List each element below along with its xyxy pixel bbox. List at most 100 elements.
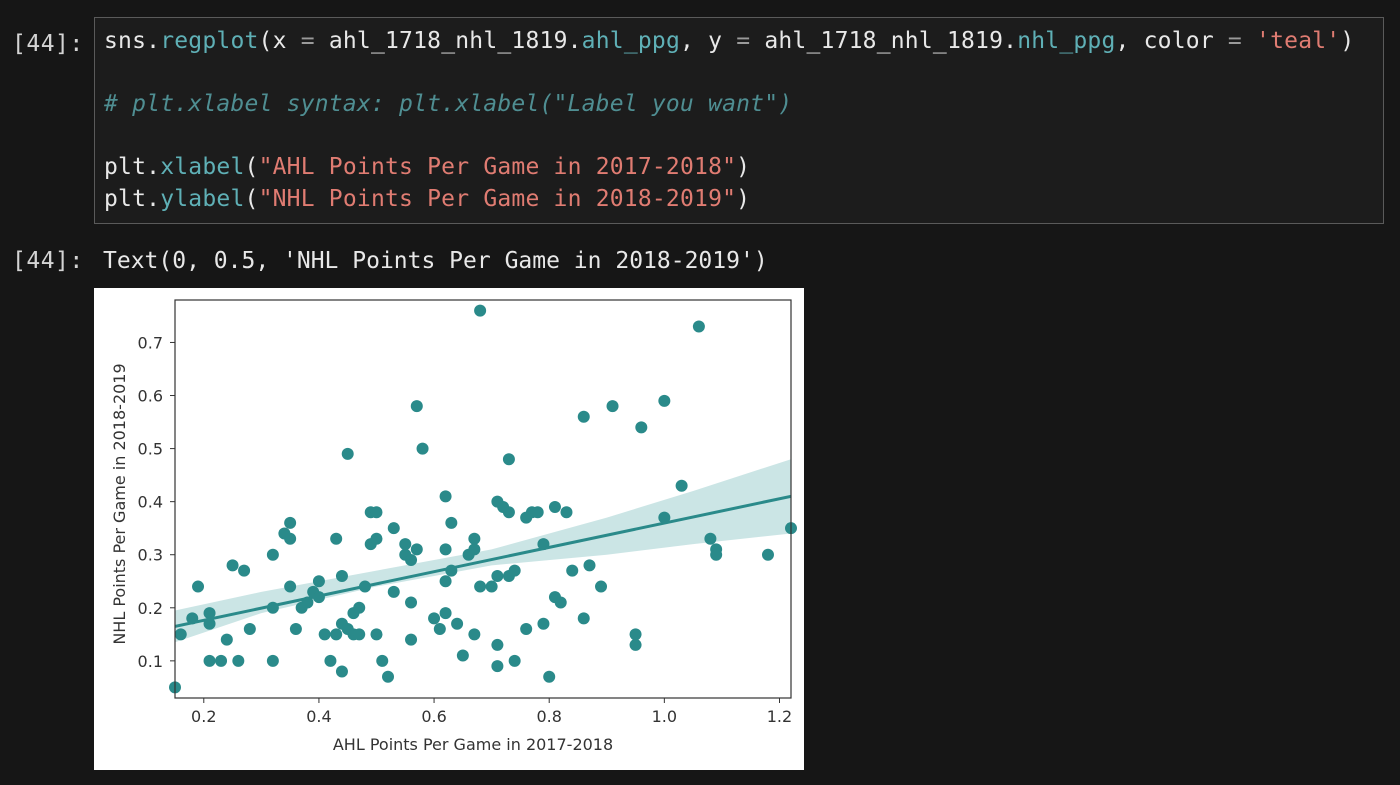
y-tick-label: 0.1 — [138, 652, 163, 671]
data-point — [370, 506, 383, 519]
x-tick-label: 1.0 — [652, 707, 677, 726]
data-point — [456, 649, 469, 662]
data-point — [399, 538, 412, 551]
data-point — [583, 559, 596, 572]
y-tick-label: 0.6 — [138, 387, 163, 406]
data-point — [405, 596, 418, 609]
data-point — [439, 490, 452, 503]
data-point — [491, 569, 504, 582]
data-point — [192, 580, 205, 593]
data-point — [370, 628, 383, 641]
x-tick-label: 1.2 — [767, 707, 792, 726]
data-point — [468, 628, 481, 641]
data-point — [410, 400, 423, 413]
data-point — [502, 453, 515, 466]
data-point — [428, 612, 441, 625]
output-text: Text(0, 0.5, 'NHL Points Per Game in 201… — [103, 248, 768, 274]
data-point — [203, 607, 216, 620]
data-point — [439, 543, 452, 556]
code-cell-editor[interactable]: sns.regplot(x = ahl_1718_nhl_1819.ahl_pp… — [94, 17, 1384, 224]
y-axis-label: NHL Points Per Game in 2018-2019 — [110, 363, 129, 644]
code-line-regplot: sns.regplot(x = ahl_1718_nhl_1819.ahl_pp… — [104, 28, 1355, 54]
data-point — [606, 400, 619, 413]
data-point — [439, 607, 452, 620]
data-point — [387, 522, 400, 535]
data-point — [203, 654, 216, 667]
regression-line — [175, 494, 791, 628]
data-point — [215, 654, 228, 667]
data-point — [353, 601, 366, 614]
data-point — [330, 532, 343, 545]
data-point — [445, 516, 458, 529]
output-prompt: [44]: — [12, 248, 84, 274]
data-point — [629, 638, 642, 651]
data-point — [474, 304, 487, 317]
data-point — [629, 628, 642, 641]
data-point — [370, 532, 383, 545]
data-point — [335, 665, 348, 678]
data-point — [451, 617, 464, 630]
data-point — [318, 628, 331, 641]
input-prompt: [44]: — [12, 31, 84, 57]
data-point — [491, 660, 504, 673]
data-point — [238, 564, 251, 577]
y-tick-label: 0.5 — [138, 440, 163, 459]
data-point — [174, 628, 187, 641]
data-point — [382, 670, 395, 683]
data-point — [284, 516, 297, 529]
y-tick-label: 0.4 — [138, 493, 163, 512]
data-point — [220, 633, 233, 646]
data-point — [284, 532, 297, 545]
plot-frame — [174, 299, 792, 699]
data-point — [520, 623, 533, 636]
regplot-figure: 0.2 0.4 0.6 0.8 1.0 1.2 0.1 0.2 0.3 0.4 0.5 0.6 0.7 A… — [94, 288, 804, 770]
data-point — [341, 447, 354, 460]
data-point — [560, 506, 573, 519]
data-point — [266, 548, 279, 561]
data-point — [335, 569, 348, 582]
data-point — [226, 559, 239, 572]
data-point — [508, 654, 521, 667]
data-point — [474, 580, 487, 593]
data-point — [410, 543, 423, 556]
data-point — [243, 623, 256, 636]
data-point — [416, 442, 429, 455]
y-tick-label: 0.2 — [138, 599, 163, 618]
data-point — [433, 623, 446, 636]
data-point — [232, 654, 245, 667]
data-point — [284, 580, 297, 593]
data-point — [548, 500, 561, 513]
data-point — [761, 548, 774, 561]
data-point — [543, 670, 556, 683]
data-point — [692, 320, 705, 333]
data-point — [566, 564, 579, 577]
x-tick-label: 0.4 — [306, 707, 331, 726]
data-point — [577, 612, 590, 625]
data-point — [312, 575, 325, 588]
confidence-band — [175, 459, 791, 643]
x-tick-label: 0.2 — [191, 707, 216, 726]
data-point — [405, 633, 418, 646]
x-tick-label: 0.6 — [421, 707, 446, 726]
data-point — [658, 511, 671, 524]
data-point — [595, 580, 608, 593]
data-point — [491, 638, 504, 651]
data-point — [439, 575, 452, 588]
data-point — [405, 554, 418, 567]
y-tick-label: 0.7 — [138, 333, 163, 352]
data-point — [537, 617, 550, 630]
code-line-xlabel: plt.xlabel("AHL Points Per Game in 2017-… — [104, 154, 751, 180]
code-line-comment: # plt.xlabel syntax: plt.xlabel("Label y… — [104, 91, 793, 117]
data-point — [468, 543, 481, 556]
data-point — [531, 506, 544, 519]
data-point — [324, 654, 337, 667]
data-point — [508, 564, 521, 577]
x-axis-label: AHL Points Per Game in 2017-2018 — [333, 735, 613, 754]
data-point — [353, 628, 366, 641]
code-line-ylabel: plt.ylabel("NHL Points Per Game in 2018-… — [104, 186, 751, 212]
data-point — [468, 532, 481, 545]
regplot-chart: 0.2 0.4 0.6 0.8 1.0 1.2 0.1 0.2 0.3 0.4 0.5 0.6 0.7 A… — [110, 299, 797, 754]
data-point — [635, 421, 648, 434]
data-point — [577, 410, 590, 423]
